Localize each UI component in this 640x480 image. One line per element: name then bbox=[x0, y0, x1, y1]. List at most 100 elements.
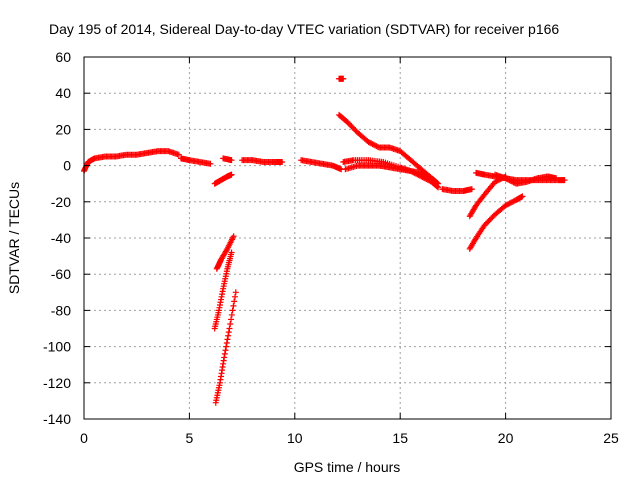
series-arc-11 bbox=[439, 186, 475, 194]
axis-ticks: 0 5 10 15 20 25 -140 -120 -100 -80 -60 -40 -20 0 20 40 6… bbox=[43, 49, 619, 446]
data-point bbox=[370, 141, 377, 148]
x-tick-label: 15 bbox=[392, 430, 408, 446]
data-point bbox=[175, 151, 182, 158]
series-arc-3 bbox=[220, 155, 235, 164]
data-point bbox=[422, 175, 429, 182]
series-arc-16 bbox=[213, 233, 237, 272]
data-point bbox=[499, 174, 506, 181]
y-tick-label: 60 bbox=[55, 49, 71, 65]
data-point bbox=[423, 176, 430, 183]
data-point bbox=[497, 176, 504, 183]
data-point bbox=[501, 174, 508, 181]
data-point bbox=[493, 178, 500, 185]
plot-frame bbox=[83, 56, 612, 420]
y-tick-label: -120 bbox=[43, 375, 71, 391]
data-point bbox=[225, 329, 232, 336]
data-point bbox=[228, 157, 235, 164]
series-arc-13 bbox=[492, 171, 560, 187]
series-arc-14 bbox=[466, 173, 509, 220]
gridlines bbox=[84, 57, 611, 419]
data-point bbox=[553, 175, 560, 182]
x-tick-label: 5 bbox=[186, 430, 194, 446]
y-tick-label: -100 bbox=[43, 339, 71, 355]
data-point bbox=[279, 158, 286, 165]
data-point bbox=[481, 222, 488, 229]
data-point bbox=[221, 350, 228, 357]
data-point bbox=[344, 119, 351, 126]
data-point bbox=[418, 173, 425, 180]
data-point bbox=[374, 143, 381, 150]
data-point bbox=[223, 339, 230, 346]
data-point bbox=[507, 177, 514, 184]
data-point bbox=[228, 249, 235, 256]
data-point bbox=[561, 177, 568, 184]
data-point bbox=[507, 199, 514, 206]
data-point bbox=[227, 320, 234, 327]
x-tick-label: 20 bbox=[498, 430, 514, 446]
data-point bbox=[485, 218, 492, 225]
data-point bbox=[348, 123, 355, 130]
data-point bbox=[230, 302, 237, 309]
data-point bbox=[368, 140, 375, 147]
data-point bbox=[229, 307, 236, 314]
data-point bbox=[228, 316, 235, 323]
data-point bbox=[221, 354, 228, 361]
data-point bbox=[228, 171, 235, 178]
data-point bbox=[519, 193, 526, 200]
data-point bbox=[224, 336, 231, 343]
series-arc-4 bbox=[211, 171, 235, 187]
data-point bbox=[372, 142, 379, 149]
data-point bbox=[345, 120, 352, 127]
data-point bbox=[407, 168, 414, 175]
y-tick-label: -40 bbox=[51, 230, 71, 246]
data-point bbox=[225, 332, 232, 339]
y-tick-label: -140 bbox=[43, 411, 71, 427]
data-point bbox=[434, 180, 441, 187]
data-point bbox=[232, 289, 239, 296]
data-point bbox=[502, 202, 509, 209]
data-point bbox=[411, 170, 418, 177]
series-arc-17 bbox=[211, 249, 235, 332]
data-point bbox=[435, 180, 442, 187]
y-tick-label: -20 bbox=[51, 194, 71, 210]
data-point bbox=[503, 201, 510, 208]
series-arc-5 bbox=[239, 157, 286, 165]
data-point bbox=[482, 220, 489, 227]
data-point bbox=[489, 214, 496, 221]
data-point bbox=[505, 201, 512, 208]
series-arc-1 bbox=[81, 148, 182, 175]
data-point bbox=[506, 200, 513, 207]
data-point bbox=[373, 143, 380, 150]
data-point bbox=[222, 347, 229, 354]
data-point bbox=[496, 176, 503, 183]
data-points bbox=[81, 75, 568, 406]
data-point bbox=[414, 171, 421, 178]
x-axis-label: GPS time / hours bbox=[294, 459, 401, 475]
data-point bbox=[365, 139, 372, 146]
data-point bbox=[413, 170, 420, 177]
data-point bbox=[349, 124, 356, 131]
data-point bbox=[494, 177, 501, 184]
data-point bbox=[340, 75, 347, 82]
data-point bbox=[369, 141, 376, 148]
series-arc-9 bbox=[336, 111, 442, 187]
series-arc-2 bbox=[177, 155, 214, 167]
data-point bbox=[486, 216, 493, 223]
x-tick-label: 10 bbox=[287, 430, 303, 446]
data-point bbox=[506, 177, 513, 184]
data-point bbox=[484, 219, 491, 226]
series-arc-15 bbox=[466, 193, 526, 252]
data-point bbox=[351, 125, 358, 132]
series-arc-6 bbox=[298, 157, 345, 173]
data-point bbox=[366, 139, 373, 146]
data-point bbox=[226, 325, 233, 332]
data-point bbox=[230, 233, 237, 240]
chart-title: Day 195 of 2014, Sidereal Day-to-day VTE… bbox=[49, 21, 559, 37]
data-point bbox=[498, 175, 505, 182]
y-tick-label: 0 bbox=[63, 158, 71, 174]
data-point bbox=[231, 298, 238, 305]
data-point bbox=[419, 174, 426, 181]
data-point bbox=[352, 127, 359, 134]
x-tick-label: 25 bbox=[603, 430, 619, 446]
data-point bbox=[416, 172, 423, 179]
